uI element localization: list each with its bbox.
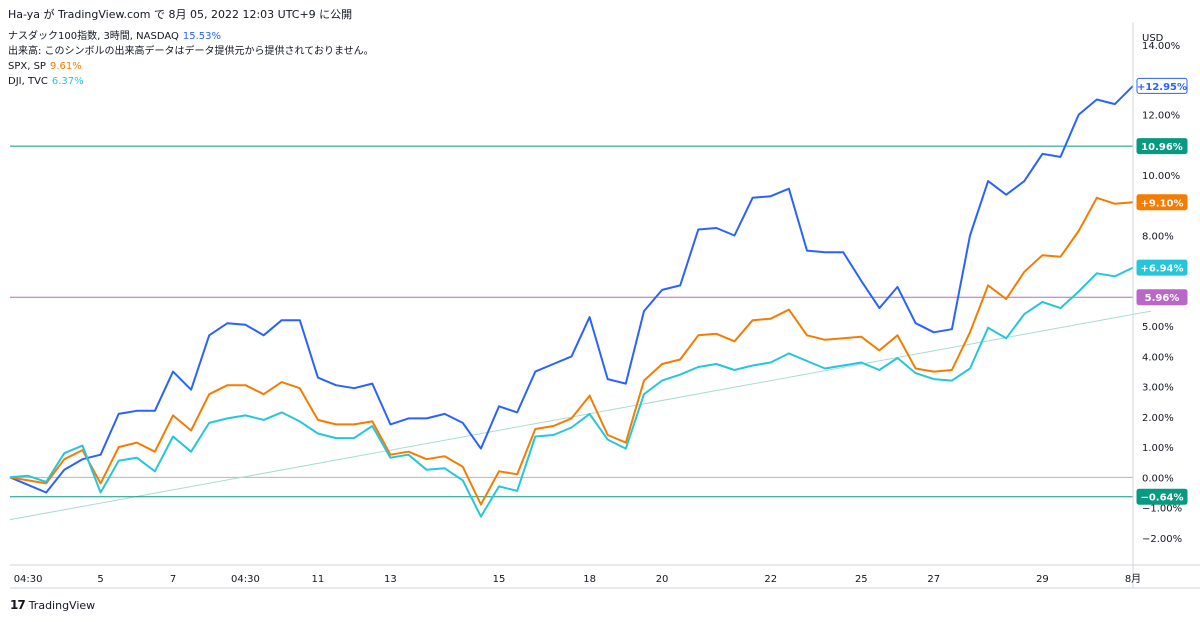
price-badges: +12.95% 10.96% +9.10% +6.94% 5.96% −0.64% <box>1136 77 1188 505</box>
y-tick-label: 8.00% <box>1142 232 1174 243</box>
y-tick-label: −2.00% <box>1142 534 1182 545</box>
x-tick-label: 15 <box>493 574 506 585</box>
y-tick-label: 5.00% <box>1142 322 1174 333</box>
x-tick-label: 25 <box>855 574 868 585</box>
footer-brand[interactable]: 17 TradingView <box>10 598 95 612</box>
x-tick-label: 27 <box>927 574 940 585</box>
price-badge-label: +9.10% <box>1140 198 1183 209</box>
price-badge-label: 5.96% <box>1145 293 1180 304</box>
legend-label: DJI, TVC <box>8 76 48 87</box>
legend-label: ナスダック100指数, 3時間, NASDAQ <box>8 31 179 42</box>
x-tick-label: 04:30 <box>231 574 260 585</box>
legend-row-ndx[interactable]: ナスダック100指数, 3時間, NASDAQ 15.53% <box>8 30 374 45</box>
trend-line <box>9 310 1152 521</box>
legend: ナスダック100指数, 3時間, NASDAQ 15.53% 出来高: このシンボ… <box>8 30 374 90</box>
series-line <box>9 196 1134 506</box>
x-tick-label: 29 <box>1036 574 1049 585</box>
x-tick-label: 5 <box>97 574 103 585</box>
y-tick-label: 0.00% <box>1142 473 1174 484</box>
publish-info: Ha-ya が TradingView.com で 8月 05, 2022 12… <box>8 8 353 21</box>
legend-row-spx[interactable]: SPX, SP 9.61% <box>8 60 374 75</box>
x-tick-label: 20 <box>656 574 669 585</box>
price-badge <box>1136 138 1188 155</box>
x-tick-label: 18 <box>583 574 596 585</box>
x-tick-label: 8月 <box>1125 573 1141 585</box>
tradingview-logo-icon: 17 <box>10 598 26 612</box>
series-lines <box>9 85 1134 518</box>
x-tick-label: 7 <box>170 574 176 585</box>
legend-value: 15.53% <box>182 31 222 42</box>
x-tick-label: 04:30 <box>14 574 43 585</box>
y-tick-label: 10.00% <box>1142 171 1180 182</box>
y-tick-label: 3.00% <box>1142 383 1174 394</box>
price-badge-label: 10.96% <box>1141 142 1183 153</box>
legend-label: 出来高: このシンボルの出来高データはデータ提供元から提供されておりません。 <box>8 46 374 57</box>
y-tick-label: 2.00% <box>1142 413 1174 424</box>
y-axis-unit: USD <box>1142 33 1164 44</box>
guide-lines <box>9 145 1152 521</box>
y-tick-label: −1.00% <box>1142 504 1182 515</box>
legend-label: SPX, SP <box>8 61 46 72</box>
x-tick-label: 11 <box>312 574 325 585</box>
legend-row-volume[interactable]: 出来高: このシンボルの出来高データはデータ提供元から提供されておりません。 <box>8 45 374 60</box>
price-badge <box>1136 259 1188 276</box>
price-badge <box>1136 289 1188 306</box>
legend-row-dji[interactable]: DJI, TVC 6.37% <box>8 75 374 90</box>
series-line <box>9 266 1134 518</box>
x-tick-label: 13 <box>384 574 397 585</box>
x-tick-label: 22 <box>764 574 777 585</box>
price-badge-label: +6.94% <box>1140 264 1183 275</box>
price-badge <box>1136 194 1188 211</box>
y-tick-label: 4.00% <box>1142 352 1174 363</box>
price-badge-label: −0.64% <box>1140 493 1183 504</box>
brand-name: TradingView <box>28 598 96 612</box>
price-badge-label: +12.95% <box>1137 82 1187 93</box>
series-line <box>9 85 1134 494</box>
y-tick-label: 14.00% <box>1142 41 1180 52</box>
y-tick-label: 1.00% <box>1142 443 1174 454</box>
legend-value: 9.61% <box>49 61 82 72</box>
price-badge <box>1136 488 1188 505</box>
legend-value: 6.37% <box>51 76 84 87</box>
y-tick-label: 12.00% <box>1142 111 1180 122</box>
price-badge <box>1136 77 1188 94</box>
